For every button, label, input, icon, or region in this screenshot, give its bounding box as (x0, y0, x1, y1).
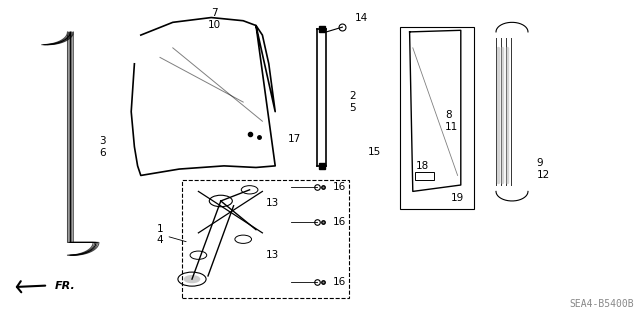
Text: 19: 19 (451, 193, 464, 203)
Text: SEA4-B5400B: SEA4-B5400B (569, 300, 634, 309)
Text: 3
6: 3 6 (99, 136, 106, 158)
Text: 16: 16 (333, 182, 346, 192)
Circle shape (184, 275, 200, 283)
Text: 14: 14 (355, 12, 369, 23)
Text: 16: 16 (333, 217, 346, 227)
Text: 15: 15 (368, 146, 381, 157)
Text: 18: 18 (416, 161, 429, 171)
Text: 13: 13 (266, 197, 279, 208)
Bar (415, 172, 434, 180)
Text: FR.: FR. (54, 280, 75, 291)
Text: 2
5: 2 5 (349, 91, 355, 113)
Text: 8
11: 8 11 (445, 110, 458, 132)
Text: 9
12: 9 12 (536, 158, 550, 180)
Text: 16: 16 (333, 277, 346, 287)
Text: 1
4: 1 4 (157, 224, 163, 245)
Text: 17: 17 (288, 134, 301, 144)
Text: 7
10: 7 10 (208, 8, 221, 30)
Text: 13: 13 (266, 250, 279, 260)
